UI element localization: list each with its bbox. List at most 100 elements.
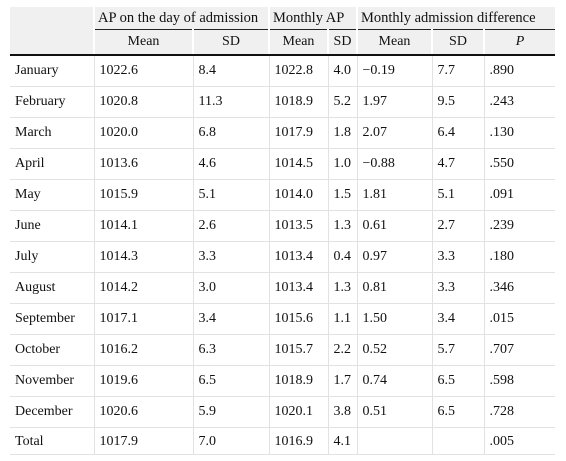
monthly-ap-mean-cell: 1020.1 bbox=[268, 396, 328, 428]
group-header-monthly-ap: Monthly AP bbox=[268, 7, 357, 30]
month-cell: February bbox=[10, 86, 94, 118]
monthly-ap-sd-cell: 1.0 bbox=[327, 148, 357, 180]
month-cell: March bbox=[10, 117, 94, 149]
ap-admission-sd-cell: 6.3 bbox=[192, 334, 269, 366]
sub-header-row: Mean SD Mean SD Mean SD P bbox=[10, 29, 555, 56]
monthly-ap-mean-cell: 1014.5 bbox=[268, 148, 328, 180]
table-row: August 1014.2 3.0 1013.4 1.3 0.81 3.3.346 bbox=[10, 272, 555, 304]
month-cell: Total bbox=[10, 427, 94, 455]
monthly-ap-sd-cell: 5.2 bbox=[327, 86, 357, 118]
p-value-cell: .180 bbox=[483, 241, 555, 273]
monthly-ap-mean-cell: 1018.9 bbox=[268, 365, 328, 397]
difference-mean-cell: 2.07 bbox=[356, 117, 432, 149]
table-row: January 1022.6 8.4 1022.8 4.0 −0.19 7.7.890 bbox=[10, 55, 555, 87]
p-value-cell: .890 bbox=[483, 55, 555, 87]
difference-mean-cell: 1.97 bbox=[356, 86, 432, 118]
table-row: October 1016.2 6.3 1015.7 2.2 0.52 5.7.707 bbox=[10, 334, 555, 366]
corner-cell bbox=[10, 7, 94, 30]
ap-admission-mean-cell: 1020.8 bbox=[93, 86, 193, 118]
table-header: AP on the day of admission Monthly AP Mo… bbox=[10, 7, 555, 56]
difference-mean-cell: 1.50 bbox=[356, 303, 432, 335]
monthly-ap-mean-cell: 1013.4 bbox=[268, 272, 328, 304]
p-value-cell: .550 bbox=[483, 148, 555, 180]
table-row: March 1020.0 6.8 1017.9 1.8 2.07 6.4.130 bbox=[10, 117, 555, 149]
difference-sd-cell bbox=[431, 427, 484, 455]
ap-admission-mean-cell: 1017.1 bbox=[93, 303, 193, 335]
ap-admission-mean-cell: 1014.1 bbox=[93, 210, 193, 242]
difference-sd-cell: 6.5 bbox=[431, 396, 484, 428]
table-row: July 1014.3 3.3 1013.4 0.4 0.97 3.3.180 bbox=[10, 241, 555, 273]
corner-cell bbox=[10, 29, 94, 56]
ap-admission-mean-cell: 1014.3 bbox=[93, 241, 193, 273]
monthly-ap-mean-cell: 1022.8 bbox=[268, 55, 328, 87]
ap-admission-mean-cell: 1022.6 bbox=[93, 55, 193, 87]
p-value-cell: .130 bbox=[483, 117, 555, 149]
ap-admission-sd-cell: 3.3 bbox=[192, 241, 269, 273]
ap-admission-mean-cell: 1019.6 bbox=[93, 365, 193, 397]
monthly-ap-sd-cell: 0.4 bbox=[327, 241, 357, 273]
group-header-admission-difference: Monthly admission difference bbox=[356, 7, 555, 30]
monthly-ap-sd-cell: 1.7 bbox=[327, 365, 357, 397]
ap-admission-mean-cell: 1017.9 bbox=[93, 427, 193, 455]
table-row: February 1020.8 11.3 1018.9 5.2 1.97 9.5.243 bbox=[10, 86, 555, 118]
p-value-cell: .728 bbox=[483, 396, 555, 428]
monthly-ap-sd-cell: 1.3 bbox=[327, 272, 357, 304]
sub-header-mean: Mean bbox=[268, 29, 328, 56]
ap-admission-sd-cell: 6.8 bbox=[192, 117, 269, 149]
difference-sd-cell: 6.5 bbox=[431, 365, 484, 397]
sub-header-p: P bbox=[483, 29, 555, 56]
difference-mean-cell bbox=[356, 427, 432, 455]
monthly-ap-sd-cell: 1.8 bbox=[327, 117, 357, 149]
difference-mean-cell: 0.74 bbox=[356, 365, 432, 397]
difference-mean-cell: −0.19 bbox=[356, 55, 432, 87]
sub-header-mean: Mean bbox=[93, 29, 193, 56]
ap-admission-sd-cell: 2.6 bbox=[192, 210, 269, 242]
difference-mean-cell: 0.51 bbox=[356, 396, 432, 428]
monthly-ap-mean-cell: 1013.4 bbox=[268, 241, 328, 273]
month-cell: August bbox=[10, 272, 94, 304]
ap-admission-sd-cell: 8.4 bbox=[192, 55, 269, 87]
monthly-ap-mean-cell: 1018.9 bbox=[268, 86, 328, 118]
table-body: January 1022.6 8.4 1022.8 4.0 −0.19 7.7.890 Feb… bbox=[10, 55, 555, 455]
difference-sd-cell: 3.3 bbox=[431, 241, 484, 273]
month-cell: July bbox=[10, 241, 94, 273]
ap-admission-sd-cell: 5.1 bbox=[192, 179, 269, 211]
difference-sd-cell: 3.3 bbox=[431, 272, 484, 304]
ap-admission-mean-cell: 1016.2 bbox=[93, 334, 193, 366]
monthly-ap-mean-cell: 1015.7 bbox=[268, 334, 328, 366]
difference-sd-cell: 5.7 bbox=[431, 334, 484, 366]
month-cell: May bbox=[10, 179, 94, 211]
ap-admission-sd-cell: 6.5 bbox=[192, 365, 269, 397]
monthly-ap-mean-cell: 1014.0 bbox=[268, 179, 328, 211]
table-row: May 1015.9 5.1 1014.0 1.5 1.81 5.1.091 bbox=[10, 179, 555, 211]
difference-sd-cell: 3.4 bbox=[431, 303, 484, 335]
month-cell: April bbox=[10, 148, 94, 180]
table-row: Total 1017.9 7.0 1016.9 4.1 .005 bbox=[10, 427, 555, 455]
table-row: September 1017.1 3.4 1015.6 1.1 1.50 3.4.015 bbox=[10, 303, 555, 335]
difference-mean-cell: 0.81 bbox=[356, 272, 432, 304]
p-value-cell: .015 bbox=[483, 303, 555, 335]
sub-header-sd: SD bbox=[192, 29, 269, 56]
month-cell: June bbox=[10, 210, 94, 242]
difference-mean-cell: 1.81 bbox=[356, 179, 432, 211]
group-header-row: AP on the day of admission Monthly AP Mo… bbox=[10, 7, 555, 30]
group-header-ap-admission: AP on the day of admission bbox=[93, 7, 269, 30]
p-value-cell: .346 bbox=[483, 272, 555, 304]
ap-admission-mean-cell: 1020.0 bbox=[93, 117, 193, 149]
difference-mean-cell: 0.97 bbox=[356, 241, 432, 273]
ap-admission-sd-cell: 5.9 bbox=[192, 396, 269, 428]
difference-sd-cell: 5.1 bbox=[431, 179, 484, 211]
ap-admission-sd-cell: 4.6 bbox=[192, 148, 269, 180]
sub-header-mean: Mean bbox=[356, 29, 432, 56]
p-value-cell: .598 bbox=[483, 365, 555, 397]
month-cell: January bbox=[10, 55, 94, 87]
month-cell: November bbox=[10, 365, 94, 397]
ap-admission-mean-cell: 1020.6 bbox=[93, 396, 193, 428]
p-value-cell: .243 bbox=[483, 86, 555, 118]
monthly-ap-sd-cell: 2.2 bbox=[327, 334, 357, 366]
p-value-cell: .707 bbox=[483, 334, 555, 366]
monthly-ap-sd-cell: 3.8 bbox=[327, 396, 357, 428]
difference-sd-cell: 7.7 bbox=[431, 55, 484, 87]
difference-sd-cell: 2.7 bbox=[431, 210, 484, 242]
